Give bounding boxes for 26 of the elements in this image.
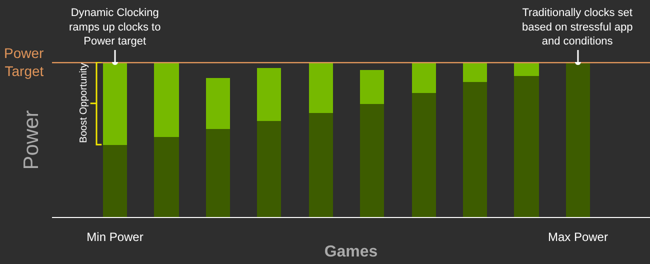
- bar: [566, 62, 590, 218]
- annotation: Dynamic Clocking ramps up clocks to Power target: [69, 7, 161, 48]
- bar: [206, 78, 230, 129]
- bar: [514, 76, 539, 218]
- bar: [154, 137, 179, 218]
- x-tick-label: Max Power: [548, 230, 608, 244]
- bar: [103, 145, 127, 218]
- bar: [309, 62, 333, 113]
- y-axis-title: Power: [20, 110, 44, 170]
- bar: [360, 70, 384, 104]
- ref-line-label: Power Target: [4, 45, 44, 80]
- bar: [257, 121, 281, 218]
- x-tick-label: Min Power: [86, 230, 144, 244]
- bar: [412, 93, 436, 218]
- bar: [257, 68, 281, 121]
- bar: [103, 62, 127, 145]
- bar: [309, 113, 333, 218]
- bar: [206, 129, 230, 218]
- bar: [412, 62, 436, 93]
- bar: [360, 104, 384, 218]
- bar: [463, 82, 487, 218]
- annotation: Boost Opportunity: [78, 62, 90, 143]
- bar: [154, 62, 179, 137]
- bar: [463, 62, 487, 82]
- x-axis-title: Games: [324, 244, 378, 261]
- annotation: Traditionally clocks set based on stressful app and conditions: [522, 7, 633, 48]
